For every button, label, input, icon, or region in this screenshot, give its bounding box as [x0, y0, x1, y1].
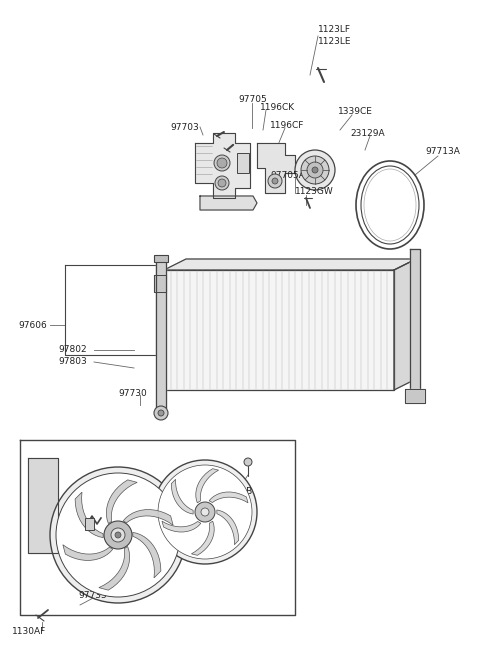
Polygon shape: [123, 510, 173, 525]
Text: 97803: 97803: [58, 358, 87, 367]
Text: 1339CE: 1339CE: [338, 107, 373, 117]
Text: 1196CF: 1196CF: [270, 121, 304, 130]
Bar: [237, 153, 249, 173]
Bar: [154, 255, 168, 262]
Text: 97703: 97703: [170, 122, 199, 132]
Text: 97730: 97730: [118, 388, 147, 398]
Circle shape: [195, 502, 215, 522]
Text: 1338AB: 1338AB: [218, 487, 253, 496]
Circle shape: [215, 176, 229, 190]
Circle shape: [295, 150, 335, 190]
Polygon shape: [107, 480, 137, 523]
Text: 97737A: 97737A: [188, 508, 223, 517]
Polygon shape: [192, 521, 214, 555]
Polygon shape: [200, 196, 257, 210]
Circle shape: [218, 179, 226, 187]
Text: 97735: 97735: [78, 591, 107, 599]
Circle shape: [217, 158, 227, 168]
Circle shape: [201, 508, 209, 516]
Polygon shape: [99, 546, 130, 590]
Polygon shape: [63, 545, 113, 561]
Text: 1130AF: 1130AF: [12, 627, 46, 637]
Circle shape: [158, 410, 164, 416]
Text: 23129A: 23129A: [350, 128, 384, 138]
Circle shape: [56, 473, 180, 597]
Circle shape: [104, 521, 132, 549]
Polygon shape: [164, 270, 394, 390]
Polygon shape: [133, 533, 161, 578]
Polygon shape: [195, 133, 250, 198]
Text: 97713A: 97713A: [425, 147, 460, 157]
Polygon shape: [156, 260, 166, 408]
Polygon shape: [171, 479, 193, 514]
Polygon shape: [154, 275, 166, 292]
Text: 1123LF: 1123LF: [318, 26, 351, 35]
Polygon shape: [162, 521, 201, 532]
Polygon shape: [405, 389, 425, 403]
Circle shape: [312, 167, 318, 173]
Polygon shape: [209, 492, 248, 503]
Polygon shape: [394, 259, 416, 390]
Text: 97802: 97802: [58, 345, 86, 354]
Circle shape: [115, 532, 121, 538]
Circle shape: [50, 467, 186, 603]
Circle shape: [214, 155, 230, 171]
Text: 97606: 97606: [18, 320, 47, 329]
Circle shape: [272, 178, 278, 184]
Circle shape: [307, 162, 323, 178]
Text: 1123GW: 1123GW: [295, 187, 334, 196]
Polygon shape: [28, 458, 58, 553]
Text: 97786: 97786: [135, 540, 164, 550]
Circle shape: [268, 174, 282, 188]
Circle shape: [244, 458, 252, 466]
Circle shape: [111, 528, 125, 542]
Circle shape: [154, 406, 168, 420]
Circle shape: [153, 460, 257, 564]
Polygon shape: [164, 259, 416, 270]
Text: 1196CK: 1196CK: [260, 103, 295, 113]
Polygon shape: [217, 510, 239, 545]
Circle shape: [301, 156, 329, 184]
Circle shape: [158, 465, 252, 559]
Bar: [85, 518, 94, 530]
Polygon shape: [410, 249, 420, 397]
Polygon shape: [257, 143, 295, 193]
Polygon shape: [196, 469, 218, 503]
Text: 97705A: 97705A: [270, 170, 305, 179]
Text: 97705: 97705: [238, 96, 267, 105]
Polygon shape: [75, 492, 103, 538]
Text: 1123LE: 1123LE: [318, 37, 351, 47]
